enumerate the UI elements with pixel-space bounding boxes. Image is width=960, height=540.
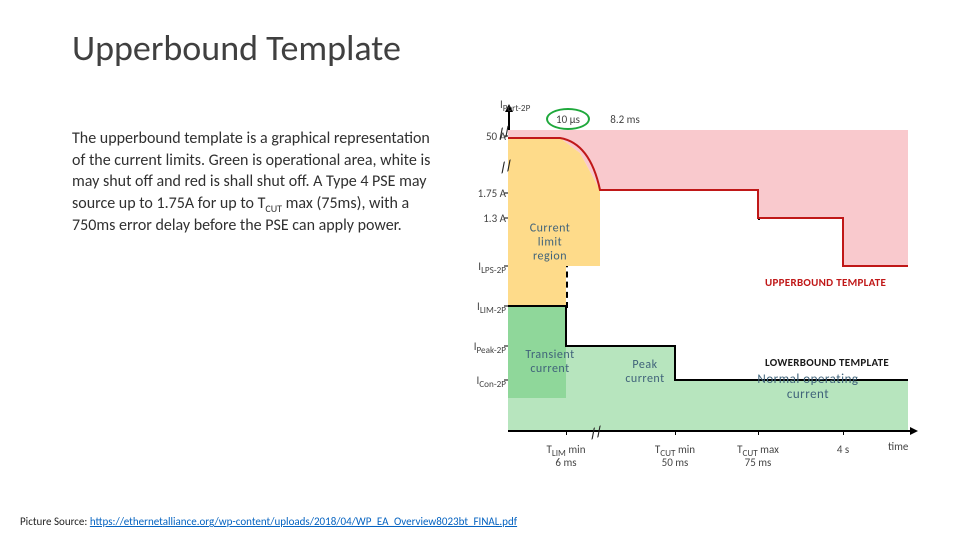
top-tick-label: 8.2 ms (610, 113, 640, 126)
y-tick-label: 1.3 A (483, 212, 506, 225)
dash-tcutmax (758, 190, 760, 220)
x-tick-sublabel: 6 ms (555, 456, 576, 469)
x-tick-sublabel: 75 ms (745, 456, 772, 469)
x-tick-sublabel: 50 ms (662, 456, 689, 469)
x-tick-label: 4 s (837, 443, 849, 456)
dash-ilps (508, 266, 566, 268)
label-upperbound: UPPERBOUND TEMPLATE (765, 276, 886, 289)
slide-title: Upperbound Template (72, 26, 401, 70)
x-axis-arrow (910, 427, 918, 435)
label-normal: Normal operating current (753, 373, 863, 403)
x-axis (508, 430, 912, 432)
y-tick-label: IPeak-2P (474, 340, 506, 356)
y-tick-label: ILIM-2P (477, 300, 506, 316)
x-tick (843, 430, 844, 435)
x-tick (675, 430, 676, 435)
label-lowerbound: LOWERBOUND TEMPLATE (765, 356, 889, 369)
break-y: // (497, 156, 514, 176)
annotation-circle (546, 108, 590, 130)
y-axis-title: IPort-2P (500, 98, 530, 114)
source-link[interactable]: https://ethernetalliance.org/wp-content/… (90, 515, 517, 528)
x-tick (566, 430, 567, 435)
label-peak: Peak current (625, 359, 664, 387)
picture-source: Picture Source: https://ethernetalliance… (20, 515, 517, 528)
y-tick-label: ICon-2P (477, 374, 506, 390)
x-tick (758, 430, 759, 435)
break-x: // (587, 422, 604, 442)
label-current-limit: Current limit region (530, 222, 571, 263)
upperbound-template-diagram: IPort-2P time 50 A1.75 A1.3 AILPS-2PILIM… (450, 98, 918, 468)
y-tick-label: 1.75 A (478, 187, 506, 200)
label-transient: Transient current (525, 349, 574, 377)
y-tick-label: ILPS-2P (478, 260, 506, 276)
body-paragraph: The upperbound template is a graphical r… (72, 128, 432, 237)
x-axis-title: time (888, 440, 908, 453)
